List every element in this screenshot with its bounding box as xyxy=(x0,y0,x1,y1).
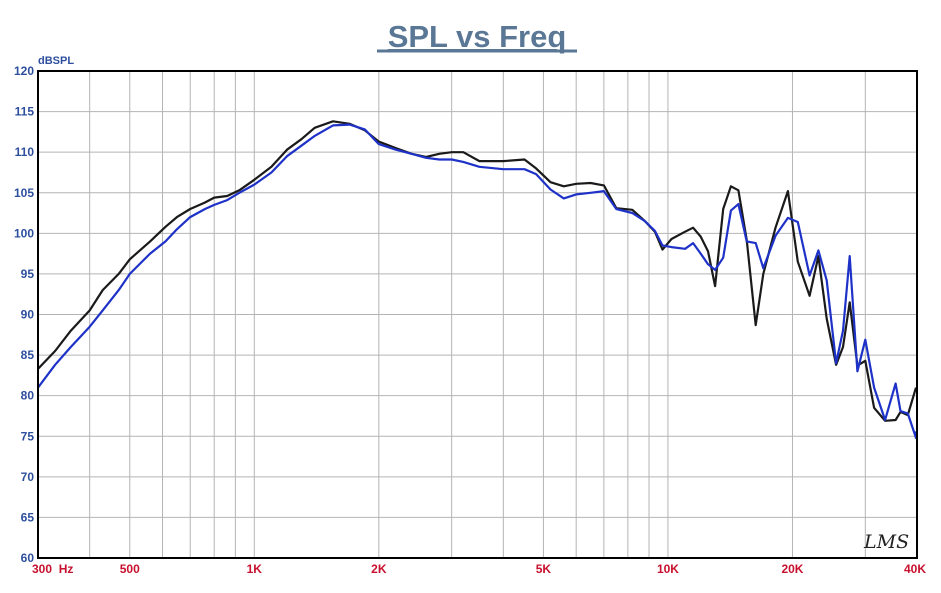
x-tick-label: 500 xyxy=(120,562,140,576)
y-tick-label: 110 xyxy=(15,145,35,159)
x-tick-label: 10K xyxy=(657,562,679,576)
y-tick-label: 120 xyxy=(14,64,34,78)
y-tick-label: 60 xyxy=(21,551,35,565)
y-tick-label: 85 xyxy=(21,348,35,362)
x-tick-label: 5K xyxy=(536,562,552,576)
y-tick-label: 65 xyxy=(21,510,35,524)
y-tick-label: 100 xyxy=(14,226,34,240)
x-axis-ticks: 300 Hz 500 1K 2K 5K 10K 20K 40K xyxy=(32,562,926,576)
plot-frame xyxy=(37,70,918,559)
x-tick-label: 300 Hz xyxy=(32,562,73,576)
y-tick-label: 115 xyxy=(15,105,35,119)
series-lines xyxy=(37,120,918,439)
y-axis-label: dBSPL xyxy=(38,55,74,67)
plot-grid xyxy=(38,71,917,558)
x-tick-label: 40K xyxy=(904,562,926,576)
x-tick-label: 1K xyxy=(247,562,263,576)
y-tick-label: 90 xyxy=(21,308,35,322)
x-tick-label: 20K xyxy=(781,562,803,576)
y-tick-label: 95 xyxy=(21,267,35,281)
y-axis-ticks: 120 115 110 105 100 95 90 85 80 75 70 65 60 xyxy=(14,64,34,565)
y-tick-label: 105 xyxy=(14,186,34,200)
y-tick-label: 75 xyxy=(21,429,35,443)
x-tick-label: 2K xyxy=(371,562,387,576)
y-tick-label: 80 xyxy=(21,389,35,403)
series-line-1 xyxy=(37,120,918,422)
lms-watermark: LMS xyxy=(863,531,909,553)
series-line-2 xyxy=(37,123,918,439)
y-tick-label: 70 xyxy=(21,470,35,484)
chart-title: SPL vs Freq xyxy=(388,19,567,54)
